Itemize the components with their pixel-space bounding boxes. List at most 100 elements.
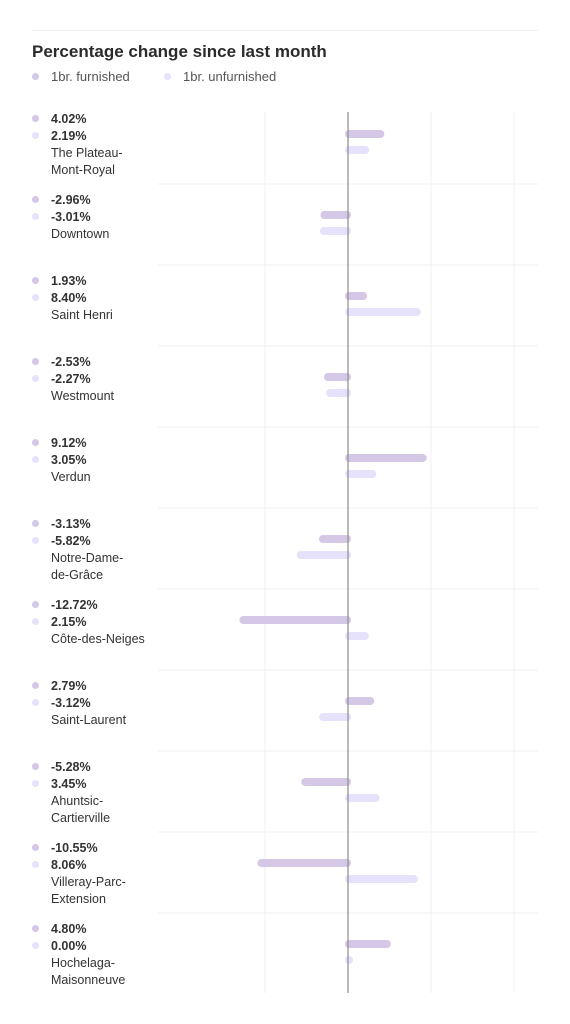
data-label: -2.53%: [32, 353, 162, 370]
legend-item-furnished: 1br. furnished: [32, 69, 130, 84]
row-label-block: -3.13% -5.82% Notre-Dame-de-Grâce: [32, 515, 162, 583]
data-label: -5.82%: [32, 532, 162, 549]
bar-unfurnished: [320, 227, 351, 235]
data-label-text: 4.02%: [51, 111, 87, 126]
bar-furnished: [345, 697, 375, 705]
data-label-text: -3.01%: [51, 209, 91, 224]
data-label-text: 1.93%: [51, 273, 87, 288]
series-dot-icon: [32, 196, 39, 203]
row-label-block: -2.96% -3.01% Downtown: [32, 191, 162, 242]
data-label-text: 8.40%: [51, 290, 87, 305]
series-dot-icon: [32, 375, 39, 382]
category-label: The Plateau-: [51, 146, 123, 160]
data-label-text: 9.12%: [51, 435, 87, 450]
category-label: Mont-Royal: [51, 163, 115, 177]
legend-label-unfurnished: 1br. unfurnished: [183, 69, 277, 84]
row-label-block: 4.80% 0.00% Hochelaga- Maisonneuve: [32, 920, 162, 988]
bar-furnished: [319, 535, 351, 543]
bar-unfurnished: [345, 308, 421, 316]
series-dot-icon: [32, 115, 39, 122]
legend-dot-furnished: [32, 73, 39, 80]
data-label-text: 2.79%: [51, 678, 87, 693]
data-label-text: 2.15%: [51, 614, 87, 629]
row-label-block: -10.55% 8.06% Villeray-Parc- Extension: [32, 839, 162, 907]
bar-unfurnished: [296, 551, 351, 559]
category-label: Villeray-Parc-: [51, 875, 126, 889]
category-label: Ahuntsic-: [51, 794, 104, 808]
bar-unfurnished: [345, 794, 380, 802]
data-label-text: 4.80%: [51, 921, 87, 936]
data-label: 8.06%: [32, 856, 162, 873]
series-dot-icon: [32, 844, 39, 851]
data-label: -10.55%: [32, 839, 162, 856]
data-label-text: -12.72%: [51, 597, 98, 612]
chart-title: Percentage change since last month: [32, 42, 327, 61]
data-label-text: -2.27%: [51, 371, 91, 386]
data-label: -3.01%: [32, 208, 162, 225]
bar-furnished: [345, 292, 368, 300]
series-dot-icon: [32, 618, 39, 625]
bar-furnished: [257, 859, 351, 867]
category-label: Notre-Dame-: [51, 551, 124, 565]
category-label: de-Grâce: [51, 568, 104, 582]
row-label-block: 1.93% 8.40% Saint Henri: [32, 272, 162, 323]
data-label-text: -3.13%: [51, 516, 91, 531]
data-label: 4.80%: [32, 920, 162, 937]
data-label: 4.02%: [32, 110, 162, 127]
bar-furnished: [345, 454, 427, 462]
category-label: Saint Henri: [51, 308, 113, 322]
category-label: Extension: [51, 892, 106, 906]
category-label: Downtown: [51, 227, 110, 241]
row-label-block: 4.02% 2.19% The Plateau- Mont-Royal: [32, 110, 162, 178]
bar-furnished: [301, 778, 351, 786]
data-label: 2.15%: [32, 613, 162, 630]
data-label: -12.72%: [32, 596, 162, 613]
data-label-text: -10.55%: [51, 840, 98, 855]
series-dot-icon: [32, 439, 39, 446]
data-label: -2.27%: [32, 370, 162, 387]
series-dot-icon: [32, 213, 39, 220]
legend-item-unfurnished: 1br. unfurnished: [164, 69, 276, 84]
bar-unfurnished: [319, 713, 351, 721]
bar-unfurnished: [345, 956, 353, 964]
series-dot-icon: [32, 682, 39, 689]
category-label: Maisonneuve: [51, 973, 126, 987]
row-label-block: 9.12% 3.05% Verdun: [32, 434, 162, 485]
top-divider: [32, 30, 538, 31]
series-dot-icon: [32, 132, 39, 139]
row-label-block: -12.72% 2.15% Côte-des-Neiges: [32, 596, 162, 647]
data-label-text: 3.45%: [51, 776, 87, 791]
data-label: 1.93%: [32, 272, 162, 289]
data-label-text: 8.06%: [51, 857, 87, 872]
data-label-text: 0.00%: [51, 938, 87, 953]
data-label-text: 2.19%: [51, 128, 87, 143]
bar-unfurnished: [345, 875, 418, 883]
legend-label-furnished: 1br. furnished: [51, 69, 130, 84]
data-label: -2.96%: [32, 191, 162, 208]
series-dot-icon: [32, 456, 39, 463]
series-dot-icon: [32, 537, 39, 544]
series-dot-icon: [32, 277, 39, 284]
category-label: Saint-Laurent: [51, 713, 127, 727]
data-label-text: -5.28%: [51, 759, 91, 774]
bar-furnished: [345, 130, 385, 138]
data-label: 8.40%: [32, 289, 162, 306]
series-dot-icon: [32, 294, 39, 301]
bar-furnished: [320, 211, 351, 219]
bar-unfurnished: [326, 389, 351, 397]
row-label-block: -5.28% 3.45% Ahuntsic- Cartierville: [32, 758, 162, 826]
series-dot-icon: [32, 699, 39, 706]
data-label-text: -5.82%: [51, 533, 91, 548]
data-label: -3.12%: [32, 694, 162, 711]
data-label-text: -2.96%: [51, 192, 91, 207]
series-dot-icon: [32, 763, 39, 770]
bar-unfurnished: [345, 632, 369, 640]
data-label-text: -3.12%: [51, 695, 91, 710]
bar-furnished: [324, 373, 351, 381]
series-dot-icon: [32, 861, 39, 868]
data-label: 2.79%: [32, 677, 162, 694]
row-label-block: -2.53% -2.27% Westmount: [32, 353, 162, 404]
legend-dot-unfurnished: [164, 73, 171, 80]
category-label: Cartierville: [51, 811, 111, 825]
